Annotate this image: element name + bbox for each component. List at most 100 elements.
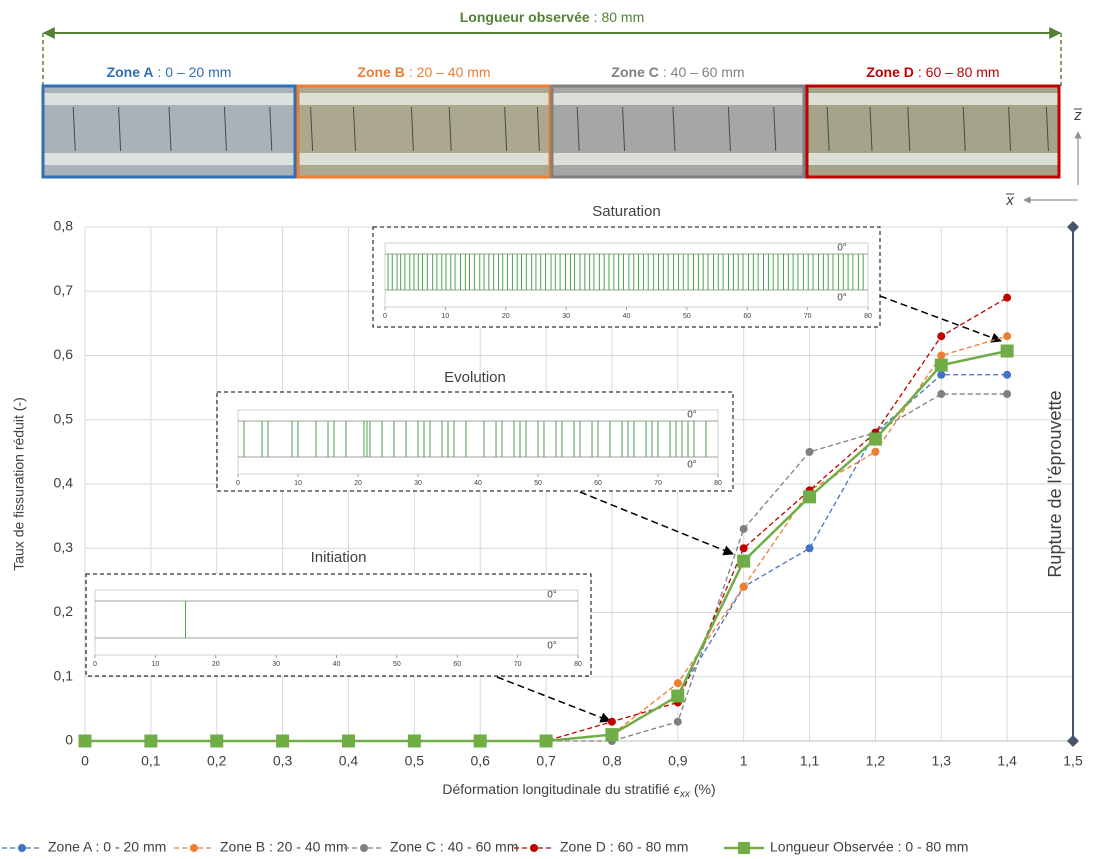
marker — [673, 717, 682, 726]
inset-tick-label: 40 — [623, 313, 631, 320]
inset-tick-label: 10 — [441, 313, 449, 320]
inset-title: Evolution — [444, 369, 506, 386]
inset-tick-label: 40 — [474, 480, 482, 487]
crack — [72, 106, 76, 152]
inset-tick-label: 20 — [212, 661, 220, 668]
pointer-arrow — [579, 491, 734, 556]
marker — [871, 447, 880, 456]
zone-name: Zone A — [107, 64, 154, 80]
marker — [276, 734, 290, 748]
rupture-label: Rupture de l’éprouvette — [1045, 390, 1065, 577]
marker — [1003, 370, 1012, 379]
ply-band — [553, 93, 803, 105]
crack — [269, 106, 273, 152]
marker — [805, 544, 814, 553]
x-tick-label: 0,6 — [470, 753, 490, 769]
inset-tick-label: 60 — [743, 313, 751, 320]
inset-tick-label: 50 — [534, 480, 542, 487]
inset-tick-label: 70 — [654, 480, 662, 487]
inset-tick-label: 50 — [393, 661, 401, 668]
marker — [937, 370, 946, 379]
x-tick-label: 0,9 — [668, 753, 688, 769]
marker — [144, 734, 158, 748]
ply-label: 0° — [837, 243, 847, 254]
y-tick-label: 0 — [65, 732, 73, 748]
inset-tick-label: 60 — [594, 480, 602, 487]
zone-frame — [296, 84, 552, 179]
marker — [607, 717, 616, 726]
zone-name: Zone C — [611, 64, 658, 80]
ply-band — [44, 93, 294, 105]
x-tick-label: 1 — [740, 753, 748, 769]
zone-name: Zone D — [866, 64, 913, 80]
inset-tick-label: 30 — [562, 313, 570, 320]
marker — [739, 524, 748, 533]
crack — [223, 106, 227, 152]
ply-band — [299, 153, 549, 165]
x-tick-label: 1,1 — [800, 753, 820, 769]
y-tick-label: 0,4 — [54, 475, 74, 491]
crack — [168, 106, 172, 152]
x-tick-label: 0,1 — [141, 753, 161, 769]
y-tick-label: 0,6 — [54, 346, 74, 362]
inset-tick-label: 80 — [714, 480, 722, 487]
zone-frame — [41, 84, 297, 179]
legend-label: Zone C : 40 - 60 mm — [390, 839, 518, 855]
marker — [539, 734, 553, 748]
crack — [1045, 106, 1049, 152]
banner-title-name: Longueur observée — [460, 9, 590, 25]
x-tick-label: 0 — [81, 753, 89, 769]
marker — [1000, 344, 1014, 358]
y-tick-label: 0,2 — [54, 603, 74, 619]
marker — [473, 734, 487, 748]
legend-marker — [738, 842, 750, 854]
ply-band — [44, 153, 294, 165]
ply-label: 0° — [687, 460, 697, 471]
inset-tick-label: 80 — [574, 661, 582, 668]
y-tick-label: 0,1 — [54, 667, 74, 683]
zone-frame — [550, 84, 806, 179]
marker — [673, 679, 682, 688]
inset-tick-label: 0 — [383, 313, 387, 320]
banner-title-value: : 80 mm — [594, 9, 645, 25]
inset-title: Initiation — [311, 549, 367, 566]
zone-frame — [805, 84, 1061, 179]
inset-frame — [216, 391, 734, 492]
crack — [962, 106, 966, 152]
crack — [672, 106, 676, 152]
y-tick-label: 0,8 — [54, 218, 74, 234]
x-axis-title-unit: (%) — [694, 781, 716, 797]
marker — [605, 728, 619, 742]
legend-marker — [530, 844, 538, 852]
x-tick-label: 0,2 — [207, 753, 227, 769]
y-tick-label: 0,3 — [54, 539, 74, 555]
x-tick-label: 1,3 — [932, 753, 952, 769]
x-tick-label: 0,8 — [602, 753, 622, 769]
legend-marker — [18, 844, 26, 852]
crack — [773, 106, 777, 152]
inset-frame — [372, 226, 881, 328]
crack — [504, 106, 508, 152]
marker — [1003, 332, 1012, 341]
marker — [868, 432, 882, 446]
ply-label: 0° — [837, 293, 847, 304]
x-tick-label: 0,4 — [339, 753, 359, 769]
inset-tick-label: 0 — [93, 661, 97, 668]
crack — [576, 106, 580, 152]
crack — [826, 106, 830, 152]
x-tick-label: 1,2 — [866, 753, 886, 769]
inset-tick-label: 10 — [294, 480, 302, 487]
marker — [805, 447, 814, 456]
zone-label: Zone C: 40 – 60 mm — [611, 64, 744, 80]
marker — [739, 582, 748, 591]
y-tick-label: 0,7 — [54, 282, 74, 298]
legend-label: Zone B : 20 - 40 mm — [220, 839, 348, 855]
ply-label: 0° — [547, 590, 557, 601]
marker — [1003, 293, 1012, 302]
inset-tick-label: 0 — [236, 480, 240, 487]
crack — [118, 106, 122, 152]
crack — [410, 106, 414, 152]
marker — [407, 734, 421, 748]
marker — [937, 332, 946, 341]
